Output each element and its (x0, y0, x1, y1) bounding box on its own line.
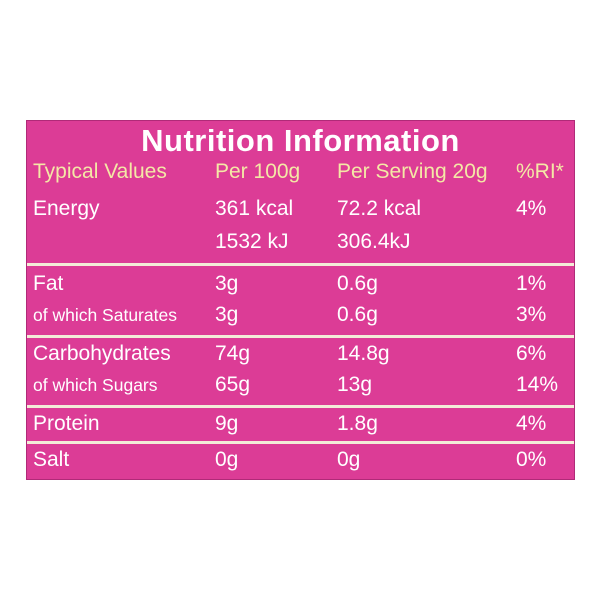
energy-per100-kcal: 361 kcal (215, 197, 294, 220)
header-row: Typical Values Per 100g Per Serving 20g … (27, 157, 574, 187)
row-per100: 3g (215, 303, 239, 326)
row-per100: 9g (215, 412, 239, 435)
table-row: Fat 3g 0.6g 1% (27, 269, 574, 299)
row-serving: 1.8g (337, 412, 378, 435)
row-label: of which Saturates (33, 305, 177, 325)
row-per100: 74g (215, 342, 251, 365)
row-ri: 4% (516, 412, 547, 435)
table-row: of which Saturates 3g 0.6g 3% (27, 300, 574, 330)
divider (27, 335, 574, 338)
nutrition-table: Nutrition Information Typical Values Per… (26, 120, 575, 480)
energy-serving-kcal: 72.2 kcal (337, 197, 422, 220)
energy-serving-kj: 306.4kJ (337, 230, 411, 253)
divider (27, 405, 574, 408)
table-row: of which Sugars 65g 13g 14% (27, 370, 574, 400)
row-label: Salt (33, 448, 70, 471)
energy-row-kj: 1532 kJ 306.4kJ (27, 227, 574, 257)
row-serving: 0.6g (337, 303, 378, 326)
row-label: Carbohydrates (33, 342, 171, 365)
header-per-serving: Per Serving 20g (337, 160, 488, 183)
header-ri: %RI* (516, 160, 564, 183)
row-serving: 0.6g (337, 272, 378, 295)
row-serving: 0g (337, 448, 361, 471)
row-ri: 6% (516, 342, 547, 365)
table-row: Carbohydrates 74g 14.8g 6% (27, 339, 574, 369)
table-title: Nutrition Information (141, 123, 460, 158)
energy-ri: 4% (516, 197, 547, 220)
header-per-100g: Per 100g (215, 160, 301, 183)
energy-row-kcal: Energy 361 kcal 72.2 kcal 4% (27, 194, 574, 224)
row-serving: 14.8g (337, 342, 390, 365)
row-ri: 14% (516, 373, 559, 396)
table-row: Protein 9g 1.8g 4% (27, 409, 574, 439)
header-typical-values: Typical Values (33, 160, 167, 183)
energy-label: Energy (33, 197, 100, 220)
row-ri: 3% (516, 303, 547, 326)
row-per100: 0g (215, 448, 239, 471)
row-per100: 65g (215, 373, 251, 396)
row-label: Fat (33, 272, 64, 295)
row-ri: 1% (516, 272, 547, 295)
divider (27, 263, 574, 266)
row-serving: 13g (337, 373, 373, 396)
divider (27, 441, 574, 444)
energy-per100-kj: 1532 kJ (215, 230, 289, 253)
row-ri: 0% (516, 448, 547, 471)
row-label: Protein (33, 412, 100, 435)
row-per100: 3g (215, 272, 239, 295)
row-label: of which Sugars (33, 375, 158, 395)
table-row: Salt 0g 0g 0% (27, 445, 574, 475)
